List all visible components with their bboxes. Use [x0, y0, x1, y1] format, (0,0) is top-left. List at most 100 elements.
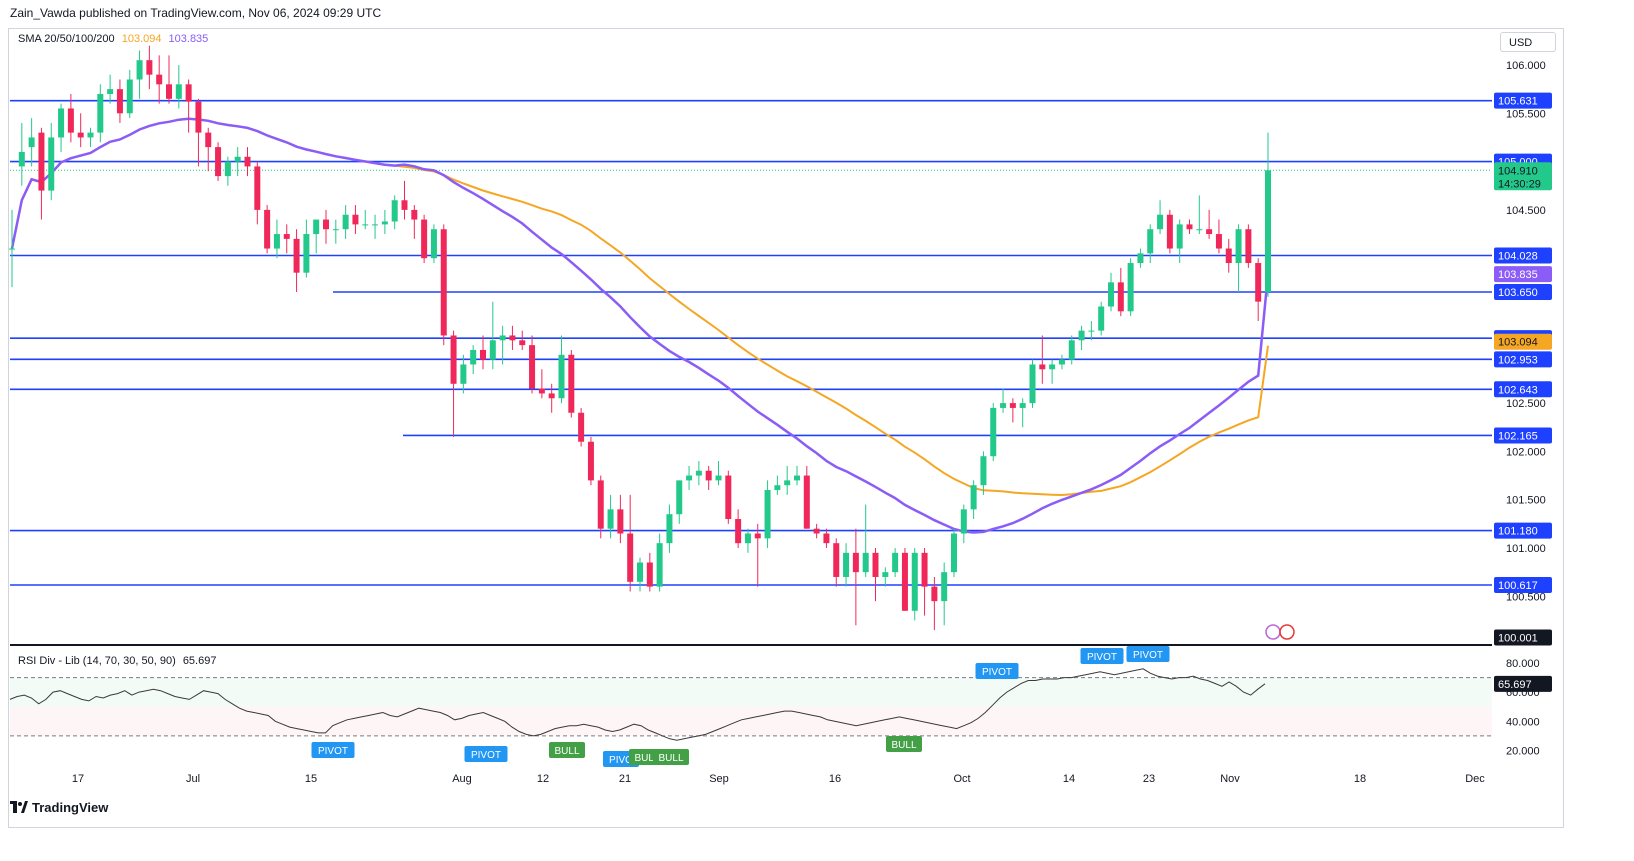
- candle-body[interactable]: [362, 224, 369, 226]
- candle-body[interactable]: [323, 219, 329, 230]
- candle-body[interactable]: [862, 552, 869, 573]
- rsi-signal-tag[interactable]: [549, 742, 585, 758]
- candle-body[interactable]: [646, 562, 653, 587]
- candle-body[interactable]: [666, 514, 673, 544]
- candle-body[interactable]: [48, 137, 55, 191]
- candle-body[interactable]: [303, 234, 310, 273]
- candle-body[interactable]: [264, 209, 271, 249]
- candle-body[interactable]: [480, 349, 486, 360]
- candle-body[interactable]: [627, 533, 634, 582]
- candle-body[interactable]: [372, 224, 379, 226]
- candle-body[interactable]: [58, 108, 65, 138]
- candle-body[interactable]: [970, 485, 977, 510]
- candle-body[interactable]: [921, 552, 928, 587]
- current-price-tag[interactable]: [1494, 162, 1552, 191]
- candle-body[interactable]: [421, 219, 428, 259]
- currency-selector[interactable]: USD: [1500, 32, 1556, 52]
- candle-body[interactable]: [558, 354, 565, 399]
- rsi-signal-tag[interactable]: [311, 742, 355, 758]
- candle-body[interactable]: [529, 345, 536, 389]
- candle-body[interactable]: [578, 412, 585, 442]
- candle-body[interactable]: [87, 132, 94, 138]
- candle-body[interactable]: [911, 552, 918, 611]
- candle-body[interactable]: [744, 533, 751, 544]
- level-price-tag[interactable]: [1494, 381, 1552, 398]
- candle-body[interactable]: [754, 533, 761, 539]
- level-price-tag[interactable]: [1494, 92, 1552, 109]
- candle-body[interactable]: [1117, 282, 1124, 312]
- candle-body[interactable]: [1166, 214, 1173, 249]
- event-flag-icon[interactable]: [1265, 624, 1281, 640]
- candle-body[interactable]: [1215, 234, 1222, 249]
- candle-body[interactable]: [813, 528, 820, 534]
- candle-body[interactable]: [166, 84, 172, 99]
- candle-body[interactable]: [1186, 224, 1193, 230]
- candle-body[interactable]: [1147, 229, 1154, 254]
- candle-body[interactable]: [715, 475, 722, 481]
- candle-body[interactable]: [1068, 340, 1075, 360]
- candle-body[interactable]: [980, 456, 987, 486]
- candle-body[interactable]: [774, 485, 781, 491]
- candle-body[interactable]: [1019, 403, 1026, 408]
- level-price-tag[interactable]: [1494, 427, 1552, 444]
- sma-legend[interactable]: SMA 20/50/100/200 103.094 103.835: [18, 33, 208, 45]
- tradingview-brand[interactable]: TradingView: [10, 800, 108, 815]
- candle-body[interactable]: [548, 393, 555, 399]
- candle-body[interactable]: [519, 340, 526, 346]
- candle-body[interactable]: [1058, 359, 1065, 365]
- level-price-tag[interactable]: [1494, 522, 1552, 539]
- candle-body[interactable]: [960, 509, 967, 534]
- candle-body[interactable]: [460, 364, 467, 384]
- candle-body[interactable]: [882, 572, 889, 577]
- candle-body[interactable]: [617, 509, 624, 534]
- candle-body[interactable]: [1137, 253, 1144, 264]
- rsi-signal-tag[interactable]: [1080, 648, 1124, 664]
- candle-body[interactable]: [951, 533, 957, 573]
- candle-body[interactable]: [1235, 229, 1242, 264]
- candle-body[interactable]: [401, 200, 408, 210]
- candle-body[interactable]: [568, 354, 575, 413]
- candle-body[interactable]: [391, 200, 398, 222]
- candle-body[interactable]: [126, 79, 133, 114]
- candle-body[interactable]: [784, 480, 791, 486]
- candle-body[interactable]: [489, 340, 496, 360]
- candle-body[interactable]: [116, 89, 123, 114]
- level-price-tag[interactable]: [1494, 351, 1552, 368]
- candle-body[interactable]: [1000, 403, 1007, 408]
- candle-body[interactable]: [852, 552, 859, 573]
- candle-body[interactable]: [313, 219, 320, 235]
- candle-body[interactable]: [450, 335, 457, 384]
- candle-body[interactable]: [833, 543, 840, 577]
- level-price-tag[interactable]: [1494, 247, 1552, 264]
- us-flag-icon[interactable]: [1279, 624, 1295, 640]
- candle-body[interactable]: [892, 552, 899, 573]
- candle-body[interactable]: [77, 132, 84, 138]
- rsi-signal-tag[interactable]: [653, 749, 689, 765]
- candle-body[interactable]: [97, 93, 104, 133]
- candle-body[interactable]: [195, 101, 202, 133]
- level-price-tag[interactable]: [1494, 629, 1552, 646]
- rsi-line[interactable]: [9, 668, 1266, 741]
- candle-body[interactable]: [1029, 364, 1036, 404]
- candle-body[interactable]: [1157, 214, 1164, 230]
- candle-body[interactable]: [990, 407, 997, 457]
- candle-body[interactable]: [430, 229, 437, 259]
- candle-body[interactable]: [38, 132, 45, 191]
- candle-body[interactable]: [156, 74, 163, 85]
- candle-body[interactable]: [597, 480, 604, 529]
- candle-body[interactable]: [28, 137, 35, 148]
- candle-body[interactable]: [1078, 330, 1085, 341]
- candle-body[interactable]: [352, 214, 359, 225]
- candle-body[interactable]: [941, 572, 948, 602]
- candle-body[interactable]: [1196, 229, 1203, 231]
- candle-body[interactable]: [1176, 224, 1183, 249]
- level-price-tag[interactable]: [1494, 576, 1552, 593]
- candle-body[interactable]: [656, 543, 663, 587]
- candle-body[interactable]: [244, 156, 251, 167]
- candle-body[interactable]: [205, 132, 212, 148]
- candle-body[interactable]: [1009, 403, 1016, 408]
- candle-body[interactable]: [794, 475, 800, 481]
- candle-body[interactable]: [254, 166, 261, 210]
- candle-body[interactable]: [234, 156, 241, 162]
